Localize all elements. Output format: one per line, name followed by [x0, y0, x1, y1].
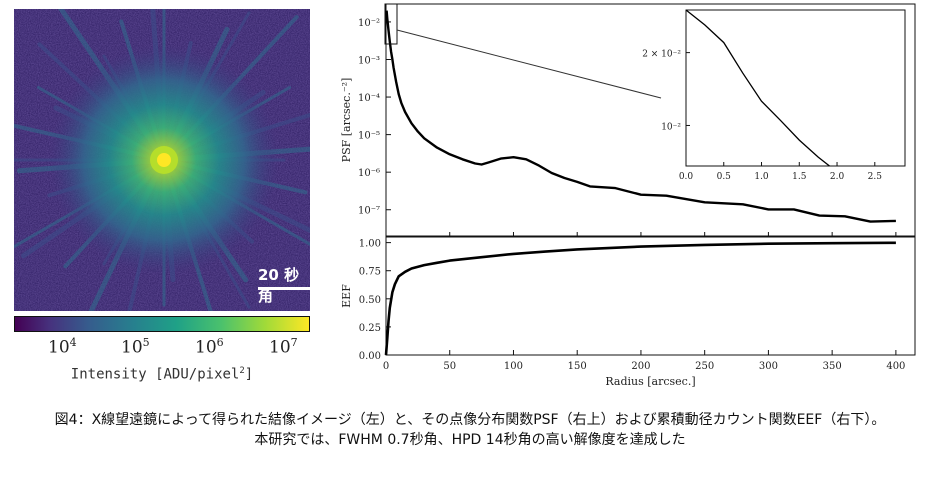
inset-x-tick-label: 1.0 — [754, 172, 769, 182]
inset-y-tick-label: 10⁻² — [661, 122, 681, 132]
eef-x-tick-label: 400 — [886, 361, 905, 372]
psf-y-tick-label: 10⁻⁵ — [358, 131, 380, 142]
figure-caption-line1: 図4：X線望遠鏡によって得られた結像イメージ（左）と、その点像分布関数PSF（右… — [54, 412, 886, 428]
psf-y-tick-label: 10⁻⁷ — [358, 206, 380, 217]
eef-plot: 0.00 0.25 0.50 0.75 1.00 0 50 100 150 200 250 300 35… — [340, 236, 916, 388]
colorbar-label: Intensity [ADU/pixel2] — [70, 366, 254, 383]
scale-bar-label: 20 秒角 — [258, 266, 300, 305]
inset-x-tick-label: 0.5 — [717, 172, 732, 182]
eef-x-tick-label: 50 — [443, 361, 456, 372]
inset-x-tick-label: 2.5 — [868, 172, 883, 182]
eef-x-tick-label: 0 — [383, 361, 389, 372]
eef-axes-frame — [385, 236, 916, 356]
psf-y-tick-label: 10⁻⁶ — [358, 168, 380, 179]
eef-x-tick-label: 200 — [631, 361, 650, 372]
inset-x-tick-label: 2.0 — [830, 172, 845, 182]
inset-x-tick-label: 1.5 — [792, 172, 807, 182]
figure-caption-line2: 本研究では、FWHM 0.7秒角、HPD 14秒角の高い解像度を達成した — [254, 432, 686, 448]
eef-y-tick-label: 0.75 — [359, 267, 381, 278]
inset-axes-frame — [685, 9, 906, 167]
eef-x-tick-label: 150 — [568, 361, 587, 372]
psf-curve — [385, 10, 896, 223]
colorbar — [14, 316, 310, 332]
colorbar-tick: 104 — [48, 336, 77, 358]
eef-y-tick-label: 0.25 — [359, 323, 381, 334]
inset-y-tick-label: 2 × 10⁻² — [642, 50, 681, 60]
eef-curve — [384, 241, 896, 356]
colorbar-tick: 107 — [269, 336, 298, 358]
eef-x-axis-label: Radius [arcsec.] — [605, 375, 695, 388]
colorbar-tick: 106 — [195, 336, 224, 358]
inset-curve — [685, 9, 830, 167]
psf-y-axis-label: PSF [arcsec.⁻²] — [340, 78, 353, 163]
eef-y-axis-label: EEF — [340, 284, 353, 308]
eef-y-tick-label: 0.50 — [359, 295, 381, 306]
inset-x-tick-label: 0.0 — [679, 172, 694, 182]
eef-x-tick-label: 100 — [504, 361, 523, 372]
psf-y-tick-label: 10⁻³ — [358, 55, 380, 66]
eef-x-tick-label: 250 — [695, 361, 714, 372]
eef-x-tick-label: 300 — [759, 361, 778, 372]
eef-y-tick-label: 0.00 — [359, 351, 381, 362]
psf-plot: 10⁻² 10⁻³ 10⁻⁴ 10⁻⁵ 10⁻⁶ 10⁻⁷ PSF [arcsec.⁻²] — [340, 3, 916, 237]
psf-y-tick-label: 10⁻⁴ — [358, 93, 380, 104]
colorbar-tick: 105 — [121, 336, 150, 358]
psf-inset-plot: 2 × 10⁻² 10⁻² 0.0 0.5 1.0 1.5 2.0 2.5 — [642, 9, 906, 182]
zoom-box — [384, 3, 398, 45]
eef-x-tick-label: 350 — [823, 361, 842, 372]
psf-axes-frame — [385, 3, 916, 237]
psf-y-tick-label: 10⁻² — [358, 18, 380, 29]
xray-image: 20 秒角 — [14, 9, 310, 311]
scale-bar — [258, 287, 310, 290]
eef-y-tick-label: 1.00 — [359, 239, 381, 250]
zoom-connector — [396, 29, 662, 99]
